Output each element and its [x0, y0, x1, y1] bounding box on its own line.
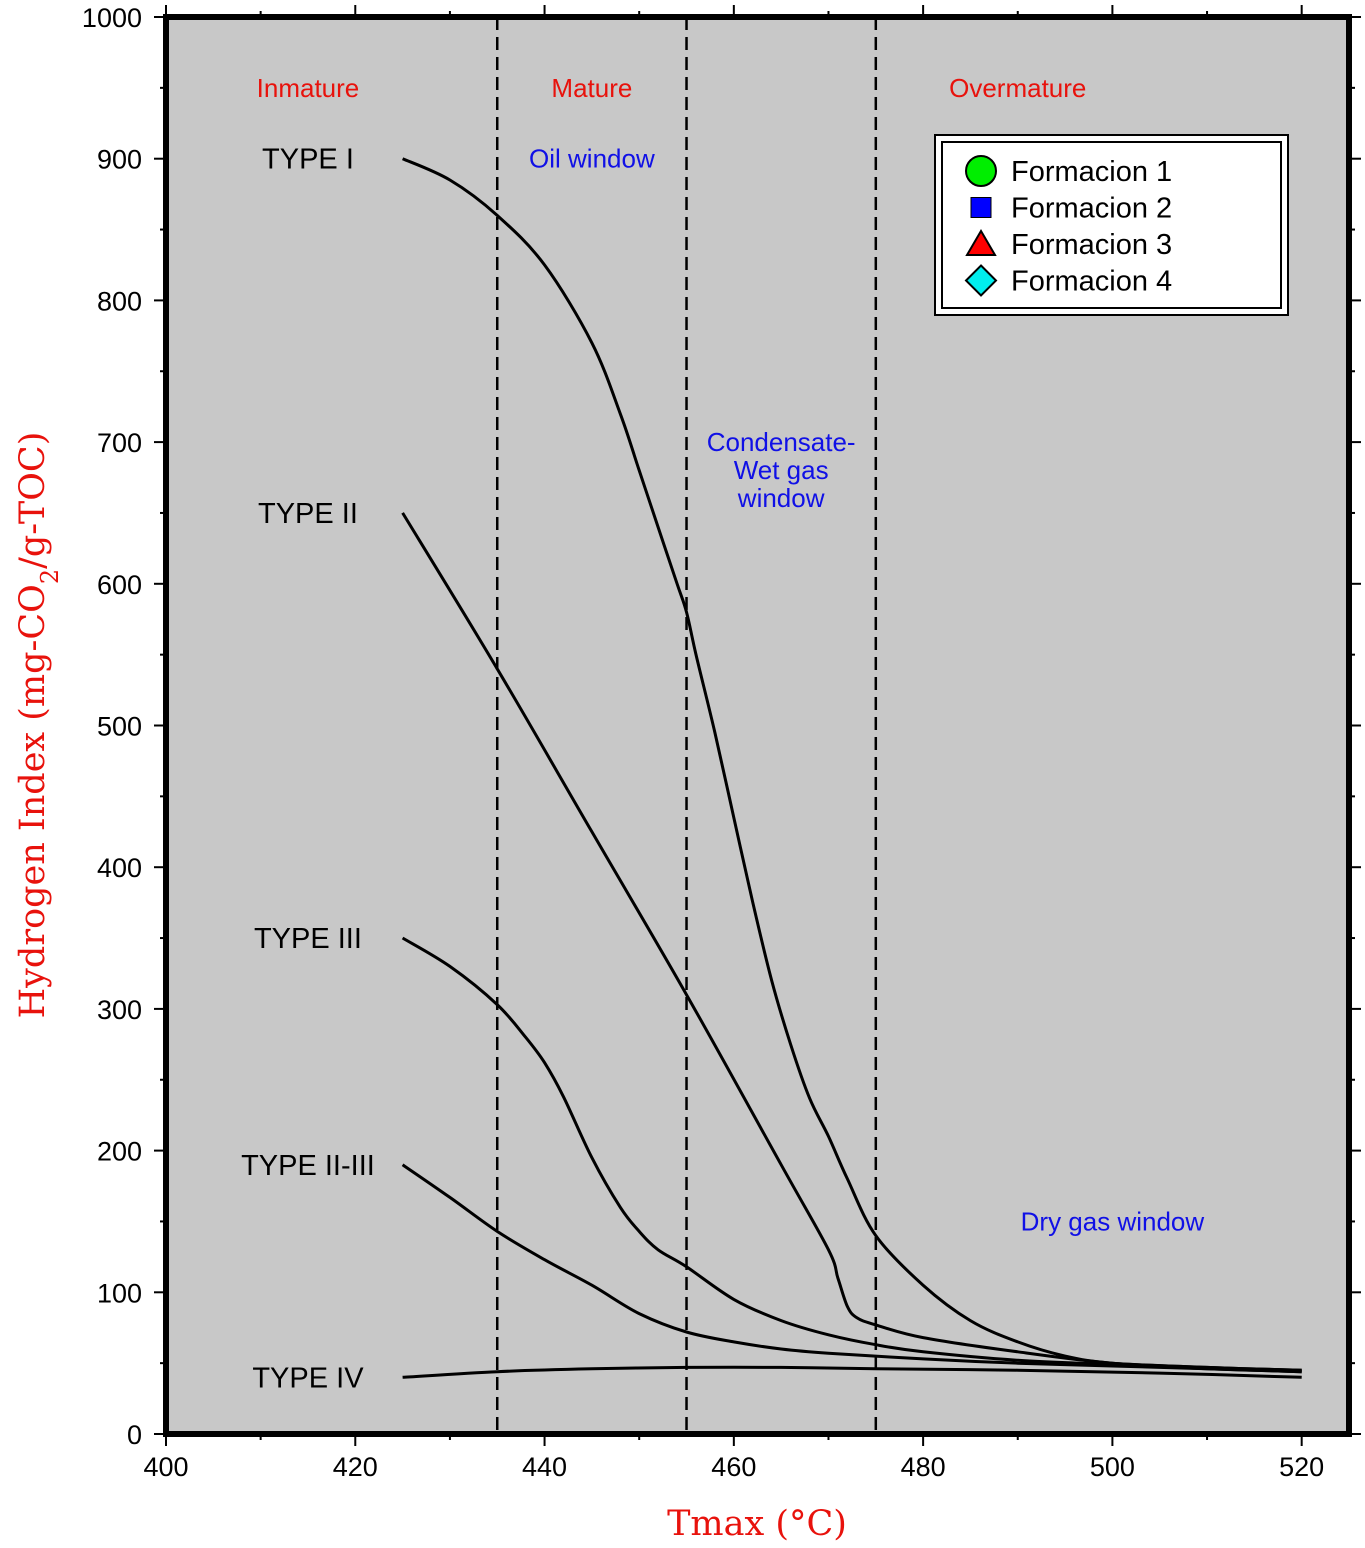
maturity-boundaries — [495, 17, 878, 1434]
y-tick-label-700: 700 — [97, 428, 142, 458]
legend-marker-formacion-1 — [965, 155, 997, 187]
y-tick-label-1000: 1000 — [82, 3, 142, 33]
legend-label-formacion-3: Formacion 3 — [1011, 229, 1172, 261]
type-label-type-ii-iii: TYPE II-III — [241, 1150, 375, 1182]
legend: Formacion 1 Formacion 2 Formacion 3 Formaci… — [934, 134, 1289, 316]
x-tick-label-520: 520 — [1279, 1452, 1324, 1482]
window-label-condensate-wet-gas-window: Condensate-Wet gas window — [707, 427, 856, 513]
kerogen-type-labels: TYPE I TYPE II TYPE III TYPE II-III TYPE IV — [241, 144, 375, 1395]
zone-label-mature: Mature — [551, 73, 632, 103]
zone-label-inmature: Inmature — [257, 73, 360, 103]
zone-label-overmature: Overmature — [949, 73, 1086, 103]
x-tick-label-420: 420 — [333, 1452, 378, 1482]
legend-label-formacion-4: Formacion 4 — [1011, 266, 1172, 298]
legend-label-formacion-1: Formacion 1 — [1011, 156, 1172, 188]
kerogen-type-curves — [401, 157, 1302, 1379]
x-tick-label-440: 440 — [522, 1452, 567, 1482]
x-tick-label-460: 460 — [711, 1452, 756, 1482]
hydrocarbon-window-labels: Oil window Condensate-Wet gas window Dry ga… — [529, 144, 1204, 1237]
y-tick-label-0: 0 — [127, 1420, 142, 1450]
type-label-type-i: TYPE I — [262, 144, 354, 176]
legend-marker-formacion-2 — [970, 197, 992, 218]
y-tick-label-600: 600 — [97, 570, 142, 600]
curve-type-iv — [402, 1365, 1302, 1379]
curve-type-ii-iii — [401, 1163, 1302, 1374]
window-label-dry-gas-window: Dry gas window — [1021, 1206, 1205, 1236]
x-tick-label-500: 500 — [1090, 1452, 1135, 1482]
x-tick-label-480: 480 — [901, 1452, 946, 1482]
window-label-oil-window: Oil window — [529, 144, 655, 174]
type-label-type-ii: TYPE II — [258, 498, 358, 530]
legend-label-formacion-2: Formacion 2 — [1011, 193, 1172, 225]
plot-frame — [163, 14, 1352, 1437]
legend-box-inner — [941, 141, 1282, 309]
curve-type-iii — [401, 936, 1302, 1374]
maturity-zone-labels: Inmature Mature Overmature — [257, 73, 1087, 103]
y-tick-label-300: 300 — [97, 995, 142, 1025]
y-axis-title: Hydrogen Index (mg-CO2/g-TOC) — [13, 432, 64, 1019]
type-label-type-iii: TYPE III — [254, 923, 362, 955]
y-tick-label-800: 800 — [97, 286, 142, 316]
legend-marker-formacion-3 — [965, 229, 997, 256]
y-tick-label-200: 200 — [97, 1137, 142, 1167]
type-label-type-iv: TYPE IV — [252, 1362, 364, 1394]
y-tick-label-100: 100 — [97, 1278, 142, 1308]
tick-labels: 400 420 440 460 480 500 520 0 100 200 300 400 500 600… — [82, 3, 1324, 1482]
y-tick-label-400: 400 — [97, 853, 142, 883]
legend-marker-formacion-4 — [964, 264, 998, 297]
x-axis-title: Tmax (°C) — [667, 1504, 847, 1544]
y-tick-label-500: 500 — [97, 712, 142, 742]
y-tick-label-900: 900 — [97, 145, 142, 175]
curve-type-ii — [401, 512, 1302, 1372]
curve-type-i — [401, 157, 1302, 1372]
x-tick-label-400: 400 — [143, 1452, 188, 1482]
